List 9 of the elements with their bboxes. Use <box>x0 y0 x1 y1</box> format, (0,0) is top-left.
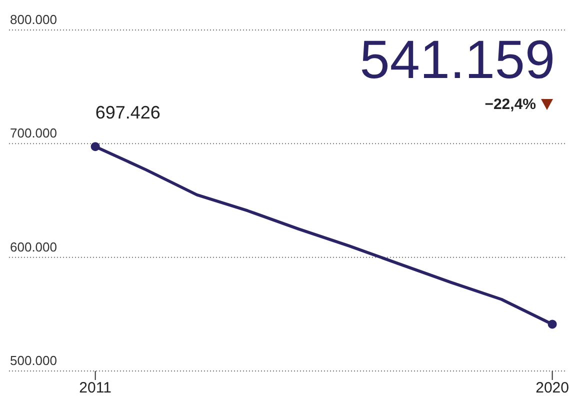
annotation: 541.159 <box>360 30 555 90</box>
x-tick-label: 2011 <box>79 380 112 397</box>
data-label: 697.426 <box>95 102 160 123</box>
x-tick-label: 2020 <box>536 380 569 397</box>
y-tick-label: 700.000 <box>10 126 57 141</box>
annotation: −22,4% <box>484 96 536 113</box>
y-tick-label: 600.000 <box>10 239 57 254</box>
y-tick-label: 500.000 <box>10 353 57 368</box>
y-tick-label: 800.000 <box>10 12 57 27</box>
